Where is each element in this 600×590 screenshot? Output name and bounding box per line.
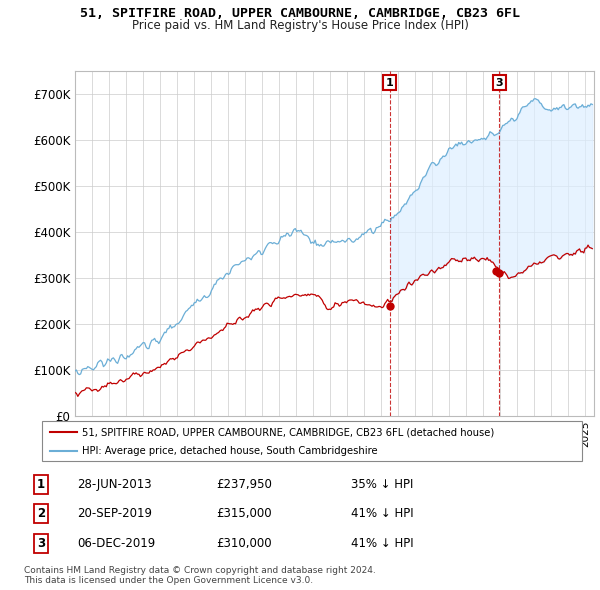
- Text: HPI: Average price, detached house, South Cambridgeshire: HPI: Average price, detached house, Sout…: [83, 447, 378, 456]
- Text: 41% ↓ HPI: 41% ↓ HPI: [351, 537, 414, 550]
- Text: 51, SPITFIRE ROAD, UPPER CAMBOURNE, CAMBRIDGE, CB23 6FL: 51, SPITFIRE ROAD, UPPER CAMBOURNE, CAMB…: [80, 7, 520, 20]
- Text: Price paid vs. HM Land Registry's House Price Index (HPI): Price paid vs. HM Land Registry's House …: [131, 19, 469, 32]
- Text: 28-JUN-2013: 28-JUN-2013: [77, 477, 152, 490]
- Text: Contains HM Land Registry data © Crown copyright and database right 2024.: Contains HM Land Registry data © Crown c…: [24, 566, 376, 575]
- Text: 3: 3: [496, 78, 503, 88]
- Text: 2: 2: [37, 507, 45, 520]
- Text: 51, SPITFIRE ROAD, UPPER CAMBOURNE, CAMBRIDGE, CB23 6FL (detached house): 51, SPITFIRE ROAD, UPPER CAMBOURNE, CAMB…: [83, 427, 495, 437]
- FancyBboxPatch shape: [42, 421, 582, 461]
- Text: 41% ↓ HPI: 41% ↓ HPI: [351, 507, 414, 520]
- Text: 1: 1: [386, 78, 394, 88]
- Text: £237,950: £237,950: [216, 477, 272, 490]
- Text: This data is licensed under the Open Government Licence v3.0.: This data is licensed under the Open Gov…: [24, 576, 313, 585]
- Text: 1: 1: [37, 477, 45, 490]
- Text: 3: 3: [37, 537, 45, 550]
- Text: £315,000: £315,000: [216, 507, 271, 520]
- Text: 06-DEC-2019: 06-DEC-2019: [77, 537, 156, 550]
- Text: 20-SEP-2019: 20-SEP-2019: [77, 507, 152, 520]
- Text: £310,000: £310,000: [216, 537, 271, 550]
- Text: 35% ↓ HPI: 35% ↓ HPI: [351, 477, 413, 490]
